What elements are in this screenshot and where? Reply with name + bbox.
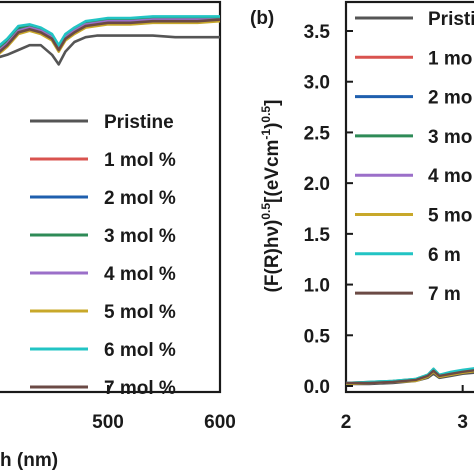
series-line-a-7 xyxy=(0,18,221,54)
y-title-sup-1: 0.5 xyxy=(259,203,273,220)
series-line-a-6 xyxy=(0,15,220,47)
x-tick-label-b-1: 3 xyxy=(457,412,468,433)
y-title-sup-2: -1 xyxy=(259,129,273,140)
series-group-b xyxy=(345,367,474,386)
series-line-a-0 xyxy=(0,34,220,66)
y-tick-label-b-4: 2.0 xyxy=(304,174,330,195)
legend-label-b-6: 6 m xyxy=(428,245,461,266)
x-ticks-a: 500 600 xyxy=(92,385,236,433)
legend-label-b-7: 7 m xyxy=(428,284,461,305)
y-title-part-b: [(eVcm xyxy=(262,140,283,203)
legend-label-b-4: 4 mo xyxy=(428,166,472,187)
legend-a: Pristine 1 mol % 2 mol % 3 mol % 4 mol % 5 mo… xyxy=(30,112,176,399)
panel-a: Pristine 1 mol % 2 mol % 3 mol % 4 mol % 5 mo… xyxy=(0,0,236,471)
panel-label-b: (b) xyxy=(250,8,274,29)
legend-label-a-5: 5 mol % xyxy=(104,302,176,323)
panel-b: (b) Pristi 1 mo 2 mo 3 mo 4 mo 5 mo 6 m 7 m 0.0… xyxy=(250,0,474,433)
y-title-sup-3: 0.5 xyxy=(259,106,273,123)
series-line-a-4 xyxy=(0,18,220,52)
y-title-part-c: ) xyxy=(262,123,283,129)
x-tick-label-a-1: 600 xyxy=(204,412,236,433)
y-tick-label-b-3: 1.5 xyxy=(304,225,331,246)
legend-label-a-0: Pristine xyxy=(104,112,174,133)
legend-label-b-2: 2 mo xyxy=(428,88,472,109)
y-tick-label-b-2: 1.0 xyxy=(304,276,330,297)
legend-label-a-3: 3 mol % xyxy=(104,226,176,247)
x-axis-title-a: h (nm) xyxy=(0,450,58,471)
plot-frame-b xyxy=(344,0,474,394)
y-tick-label-b-6: 3.0 xyxy=(304,73,330,94)
x-tick-label-b-0: 2 xyxy=(341,412,352,433)
legend-b: Pristi 1 mo 2 mo 3 mo 4 mo 5 mo 6 m 7 m xyxy=(355,9,474,305)
y-ticks-b: 0.0 0.5 1.0 1.5 2.0 2.5 3.0 3.5 xyxy=(304,22,353,398)
y-tick-label-b-7: 3.5 xyxy=(304,22,331,43)
y-tick-label-b-5: 2.5 xyxy=(304,123,331,144)
x-tick-label-a-0: 500 xyxy=(92,412,124,433)
series-group-a xyxy=(0,15,221,66)
legend-label-b-5: 5 mo xyxy=(428,206,472,227)
y-tick-label-b-1: 0.5 xyxy=(304,326,331,347)
legend-label-a-2: 2 mol % xyxy=(104,188,176,209)
legend-label-a-4: 4 mol % xyxy=(104,264,176,285)
series-line-a-5 xyxy=(0,19,221,55)
legend-label-a-6: 6 mol % xyxy=(104,340,176,361)
legend-label-b-3: 3 mo xyxy=(428,127,472,148)
legend-label-b-1: 1 mo xyxy=(428,48,472,69)
series-line-b-7 xyxy=(346,369,474,385)
series-line-a-3 xyxy=(0,16,220,49)
y-title-part-d: ] xyxy=(262,100,283,106)
legend-label-a-7: 7 mol % xyxy=(104,378,176,399)
y-tick-label-b-0: 0.0 xyxy=(304,377,330,398)
legend-label-a-1: 1 mol % xyxy=(104,150,176,171)
y-title-part-a: (F(R)hν) xyxy=(262,220,283,293)
legend-label-b-0: Pristi xyxy=(428,9,474,30)
y-axis-title-b: (F(R)hν)0.5[(eVcm-1)0.5] xyxy=(259,100,283,293)
